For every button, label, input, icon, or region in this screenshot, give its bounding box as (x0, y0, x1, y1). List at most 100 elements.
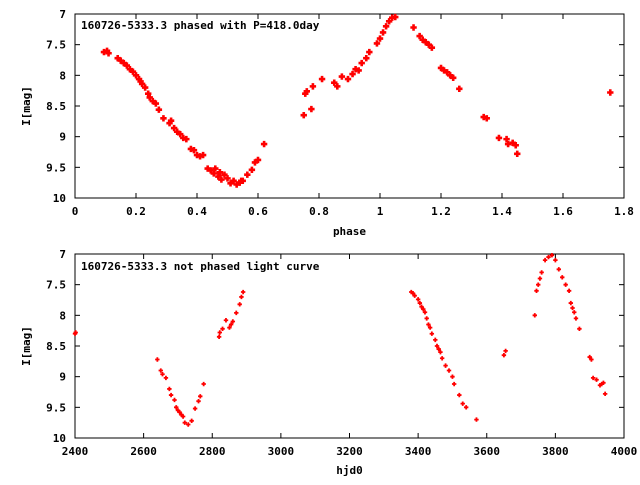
x-tick-label: 1.6 (553, 205, 573, 218)
data-point (189, 418, 194, 424)
y-tick-label: 9 (59, 131, 66, 144)
data-point (385, 18, 393, 25)
y-tick-label: 8.5 (46, 100, 66, 113)
data-point (417, 300, 423, 306)
data-point (572, 310, 577, 315)
data-point (534, 288, 539, 293)
data-point (210, 170, 217, 177)
data-point (163, 375, 169, 381)
chart-title: 160726-5333.3 phased with P=418.0day (81, 19, 320, 32)
data-point (123, 62, 131, 69)
data-point (334, 83, 341, 90)
data-point (573, 316, 579, 321)
x-tick-label: 2400 (62, 445, 89, 458)
data-point (382, 23, 390, 30)
data-point (590, 375, 596, 381)
data-point (570, 305, 575, 311)
data-point (358, 59, 365, 67)
data-point (167, 386, 172, 392)
data-point (182, 420, 187, 425)
data-point (190, 146, 198, 154)
data-point (105, 50, 112, 57)
x-tick-label: 2600 (130, 445, 157, 458)
data-point (434, 343, 440, 349)
data-point (183, 135, 190, 143)
data-point (198, 394, 203, 399)
data-point (602, 391, 608, 397)
data-point (392, 13, 399, 21)
data-point (446, 368, 452, 373)
x-tick-label: 1.2 (431, 205, 451, 218)
data-point (254, 156, 262, 164)
data-point (438, 349, 443, 355)
data-point (155, 106, 163, 113)
data-point (539, 270, 544, 275)
data-point (589, 357, 594, 362)
data-point (239, 294, 244, 300)
data-point (338, 73, 346, 80)
data-point (577, 326, 582, 332)
data-point (234, 310, 239, 316)
data-point (536, 282, 541, 287)
data-point (331, 79, 338, 86)
data-point (201, 381, 206, 387)
data-point (416, 32, 423, 40)
phased-light-curve-chart: 0 0.2 0.4 0.6 0.8 1 1.2 1.4 1.6 1.8 7 7.5 8 8.5 9 9.5 10… (20, 8, 634, 238)
data-point (429, 331, 435, 336)
data-point (474, 417, 479, 422)
data-point (216, 334, 222, 339)
data-point (537, 276, 543, 281)
data-point (410, 291, 416, 296)
data-point (433, 337, 438, 343)
data-point (503, 135, 510, 143)
data-point (553, 257, 558, 263)
x-tick-label: 1.4 (492, 205, 512, 218)
data-point (514, 150, 521, 158)
data-point (549, 253, 555, 258)
x-tick-label: 3600 (474, 445, 501, 458)
unphased-light-curve-chart: 2400 2600 2800 3000 3200 3400 3600 3800 4000 7 7.5… (20, 248, 637, 477)
data-point (587, 354, 592, 360)
y-tick-label: 10 (53, 192, 66, 205)
data-point (174, 405, 179, 410)
x-tick-label: 3400 (405, 445, 432, 458)
data-point (501, 353, 507, 358)
x-tick-label: 0.8 (309, 205, 329, 218)
data-point (199, 151, 207, 159)
data-point (212, 165, 219, 172)
data-point (421, 307, 426, 312)
data-point (439, 356, 445, 361)
data-point (546, 254, 551, 260)
data-point (230, 319, 236, 324)
data-point (495, 134, 503, 142)
y-tick-label: 9.5 (46, 401, 66, 414)
data-point (129, 68, 137, 75)
data-point (607, 89, 614, 96)
data-point (363, 54, 370, 62)
data-point (456, 85, 463, 93)
data-point (309, 83, 317, 90)
data-point (560, 275, 565, 280)
data-point (344, 75, 352, 83)
data-point (216, 169, 224, 176)
y-tick-label: 7.5 (46, 279, 66, 292)
y-tick-label: 9.5 (46, 161, 66, 174)
data-point (220, 326, 225, 332)
data-point (221, 171, 228, 178)
data-point (457, 392, 462, 398)
y-tick-label: 7 (59, 8, 66, 21)
data-point (167, 117, 175, 124)
x-tick-label: 0.4 (187, 205, 207, 218)
data-point (223, 318, 229, 323)
data-point (132, 72, 140, 79)
data-point (410, 24, 417, 31)
data-point (594, 377, 599, 382)
data-point (141, 84, 149, 91)
data-point (152, 100, 160, 107)
data-point (158, 368, 163, 373)
data-point (568, 300, 574, 306)
y-tick-label: 8.5 (46, 340, 66, 353)
data-point (355, 67, 362, 74)
data-point (180, 414, 186, 419)
